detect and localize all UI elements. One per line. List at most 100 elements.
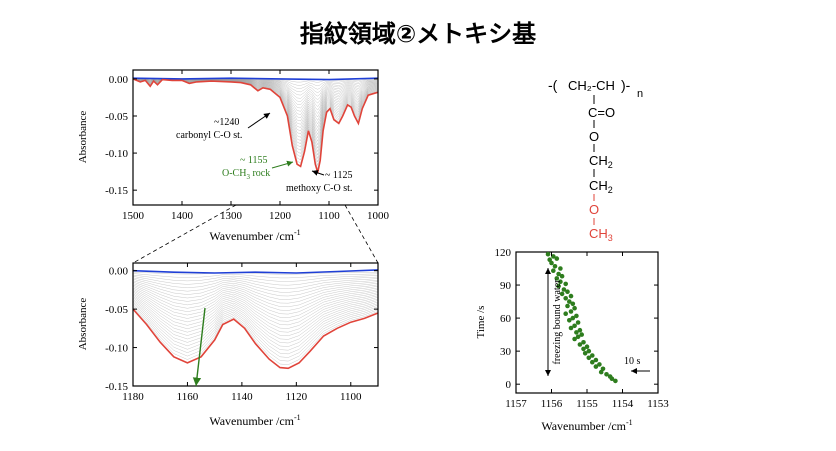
scatter-point [613,378,618,384]
scatter-point [565,289,570,295]
scatter-point [604,372,609,377]
spectrum-line-gray [133,290,378,322]
structure-bracket-left: -( [548,77,558,93]
scatter-point [551,254,556,259]
structure-repeat-unit: CH₂-CH [568,78,615,93]
scatter-point [559,273,565,279]
annotation-10s: 10 s [624,356,641,367]
spectrum-line-gray [133,307,378,365]
spectrum-chart-zoomed: 1180 1160 1140 1120 1100 0.00 -0.05 -0.10 -0.15… [77,262,379,428]
structure-subscript-n: n [637,88,643,100]
y-tick-label: 90 [500,280,512,292]
x-tick-label: 1140 [231,391,253,403]
slide-title: 指紋領域②メトキシ基 [299,20,537,48]
spectrum-line-gray [133,286,378,311]
structure-ch2-1: CH2 [589,153,613,170]
scatter-point [577,327,583,333]
scatter-point [545,251,551,257]
scatter-point [552,264,558,269]
scatter-point [554,256,560,261]
chemical-structure-pmma: -( CH₂-CH )- n C=O O CH2 CH2 O CH3 [548,77,643,243]
y-tick-label: 120 [495,247,512,259]
scatter-point [561,287,567,292]
x-axis-label: Wavenumber /cm-1 [209,228,300,243]
scatter-point [556,271,561,277]
scatter-point [609,376,615,382]
spectrum-line-gray [133,301,378,351]
scatter-point [574,330,579,335]
scatter-point [593,364,599,369]
spectrum-line-gray [133,274,378,282]
spectrum-line-gray [133,306,378,362]
y-axis-label: Time /s [475,306,487,339]
annotation-methoxy-wavenumber: ~ 1125 [325,170,353,181]
x-tick-label: 1200 [269,210,292,222]
plot-frame [132,69,379,206]
spectrum-line-gray [133,299,378,344]
structure-ester-oxygen: O [589,129,599,144]
scatter-point [572,305,577,311]
scatter-point [563,311,568,317]
plot-frame [515,251,659,394]
y-tick-label: -0.15 [105,381,128,393]
shift-arrow [192,307,206,387]
x-tick-label: 1120 [286,391,308,403]
scatter-point [581,340,586,345]
x-tick-label: 1100 [318,210,340,222]
spectrum-line-gray [133,296,378,337]
spectrum-line-gray [133,303,378,355]
spectrum-line-gray [133,271,378,275]
spectrum-line-gray [133,291,378,326]
scatter-point [568,309,574,314]
y-tick-label: -0.05 [105,111,128,123]
scatter-point [572,323,577,329]
x-tick-label: 1500 [122,210,145,222]
spectrum-line-gray [133,280,378,297]
annotation-methoxy-label: methoxy C-O st. [286,183,352,194]
scatter-point [584,344,590,350]
annotation-carbonyl-arrow [247,112,271,129]
zoom-guide-left [132,204,237,264]
y-tick-label: 0 [506,379,512,391]
spectrum-line-blue [133,269,378,274]
x-tick-label: 1400 [171,210,194,222]
scatter-point [565,303,570,309]
spectrum-line-gray [133,294,378,333]
y-tick-label: 30 [500,346,512,358]
scatter-point [579,332,584,337]
structure-methoxy-oxygen: O [589,202,599,217]
spectrum-line-gray [133,287,378,315]
x-axis-label: Wavenumber /cm-1 [541,418,632,433]
spectrum-line-gray [133,288,378,318]
spectrum-line-gray [133,284,378,308]
scatter-point [572,336,577,342]
plot-frame [132,262,379,387]
y-axis-label: Absorbance [77,298,89,351]
x-tick-label: 1153 [647,398,669,410]
scatter-point [549,260,554,266]
scatter-point [563,296,568,301]
x-tick-label: 1180 [122,391,144,403]
scatter-point [597,362,602,367]
y-tick-label: 0.00 [109,74,129,86]
annotation-rock-wavenumber: ~ 1155 [240,155,268,166]
x-tick-label: 1160 [177,391,199,403]
x-tick-label: 1155 [576,398,598,410]
scatter-point [598,369,604,375]
spectrum-chart-full-range: 1500 1400 1300 1200 1100 1000 0.00 -0.05 -0.10 -… [77,69,390,243]
y-tick-label: -0.05 [105,304,128,316]
x-tick-label: 1100 [340,391,362,403]
scatter-point [559,291,565,297]
y-tick-label: -0.10 [105,148,128,160]
scatter-point [590,359,595,365]
spectrum-line-gray [133,304,378,358]
scatter-point [554,276,560,281]
structure-bracket-right: )- [621,77,631,93]
scatter-point [586,348,592,354]
y-tick-label: -0.10 [105,343,128,355]
annotation-freezing-bound-water: freezing bound water [552,279,563,365]
scatter-point [577,342,583,347]
spectrum-line-red [133,308,378,370]
